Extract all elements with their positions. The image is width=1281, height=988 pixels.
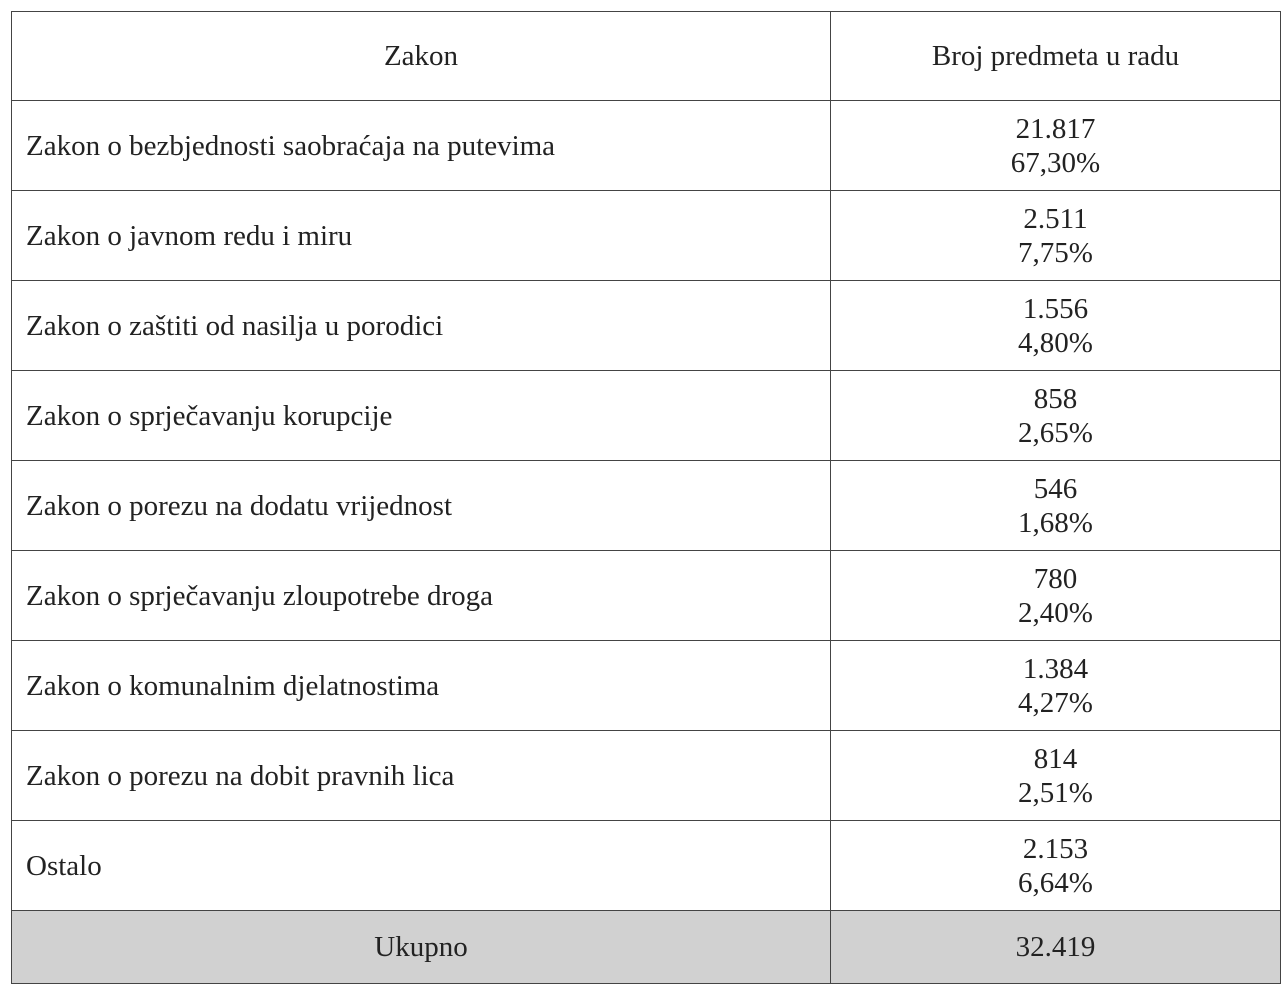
count-cell: 21.817 67,30% (830, 100, 1281, 191)
total-row: Ukupno 32.419 (11, 910, 1281, 984)
law-cell: Zakon o javnom redu i miru (11, 190, 831, 281)
table-row: Zakon o komunalnim djelatnostima 1.384 4,2… (11, 640, 1281, 731)
law-cell: Zakon o sprječavanju zloupotrebe droga (11, 550, 831, 641)
percent: 67,30% (1010, 146, 1101, 179)
table-row: Zakon o bezbjednosti saobraćaja na putev… (11, 100, 1281, 191)
table-row: Zakon o sprječavanju korupcije 858 2,65% (11, 370, 1281, 461)
law-cell: Zakon o porezu na dobit pravnih lica (11, 730, 831, 821)
count-cell: 814 2,51% (830, 730, 1281, 821)
percent: 2,65% (1018, 416, 1093, 449)
percent: 4,27% (1018, 686, 1093, 719)
law-cell: Zakon o porezu na dodatu vrijednost (11, 460, 831, 551)
law-cell: Zakon o bezbjednosti saobraćaja na putev… (11, 100, 831, 191)
law-cell: Ostalo (11, 820, 831, 911)
law-cell: Zakon o komunalnim djelatnostima (11, 640, 831, 731)
count-cell: 546 1,68% (830, 460, 1281, 551)
header-row: Zakon Broj predmeta u radu (11, 11, 1281, 101)
law-cell: Zakon o zaštiti od nasilja u porodici (11, 280, 831, 371)
percent: 7,75% (1018, 236, 1093, 269)
table-row: Zakon o porezu na dodatu vrijednost 546 1,… (11, 460, 1281, 551)
count: 1.384 (1022, 652, 1089, 685)
count-cell: 780 2,40% (830, 550, 1281, 641)
count: 814 (1033, 742, 1078, 775)
percent: 4,80% (1018, 326, 1093, 359)
percent: 1,68% (1018, 506, 1093, 539)
table-row: Zakon o javnom redu i miru 2.511 7,75% (11, 190, 1281, 281)
count: 2.153 (1022, 832, 1089, 865)
count-cell: 858 2,65% (830, 370, 1281, 461)
law-cell: Zakon o sprječavanju korupcije (11, 370, 831, 461)
count: 780 (1033, 562, 1078, 595)
table-row: Ostalo 2.153 6,64% (11, 820, 1281, 911)
count-cell: 2.153 6,64% (830, 820, 1281, 911)
percent: 6,64% (1018, 866, 1093, 899)
header-cell: Broj predmeta u radu (830, 11, 1281, 101)
count: 858 (1033, 382, 1078, 415)
count: 21.817 (1015, 112, 1096, 145)
count: 2.511 (1023, 202, 1088, 235)
total-label: Ukupno (11, 910, 831, 984)
table-row: Zakon o porezu na dobit pravnih lica 814 2… (11, 730, 1281, 821)
header-cell: Zakon (11, 11, 831, 101)
total-value: 32.419 (830, 910, 1281, 984)
percent: 2,51% (1018, 776, 1093, 809)
table-row: Zakon o zaštiti od nasilja u porodici 1.5… (11, 280, 1281, 371)
table-body: Zakon Broj predmeta u radu Zakon o bezbj… (11, 11, 1281, 984)
count: 546 (1033, 472, 1078, 505)
table-row: Zakon o sprječavanju zloupotrebe droga 78… (11, 550, 1281, 641)
percent: 2,40% (1018, 596, 1093, 629)
data-table: Zakon Broj predmeta u radu Zakon o bezbj… (11, 11, 1281, 984)
count-cell: 1.556 4,80% (830, 280, 1281, 371)
count: 1.556 (1022, 292, 1089, 325)
count-cell: 2.511 7,75% (830, 190, 1281, 281)
count-cell: 1.384 4,27% (830, 640, 1281, 731)
